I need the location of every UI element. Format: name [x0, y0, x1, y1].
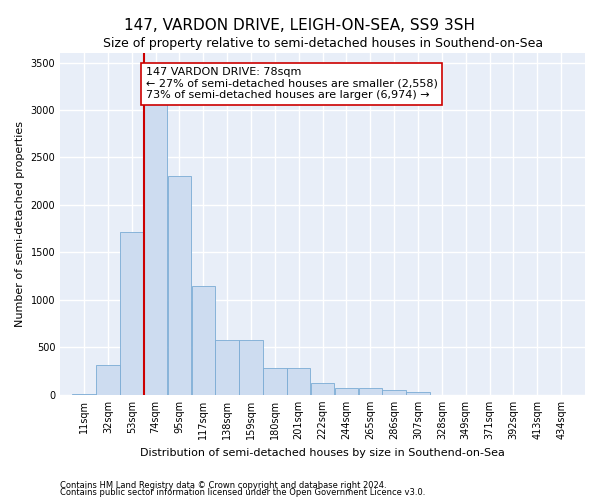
Bar: [311, 384, 334, 395]
Bar: [168, 176, 191, 395]
Text: Contains public sector information licensed under the Open Government Licence v3: Contains public sector information licen…: [60, 488, 425, 497]
Text: Contains HM Land Registry data © Crown copyright and database right 2024.: Contains HM Land Registry data © Crown c…: [60, 480, 386, 490]
Text: 147, VARDON DRIVE, LEIGH-ON-SEA, SS9 3SH: 147, VARDON DRIVE, LEIGH-ON-SEA, SS9 3SH: [125, 18, 476, 32]
Y-axis label: Number of semi-detached properties: Number of semi-detached properties: [15, 121, 25, 327]
Bar: [239, 340, 263, 395]
Bar: [406, 392, 430, 395]
Bar: [382, 390, 406, 395]
Bar: [335, 388, 358, 395]
Bar: [263, 368, 287, 395]
Bar: [120, 232, 143, 395]
Bar: [287, 368, 310, 395]
Bar: [144, 69, 167, 395]
Bar: [215, 340, 239, 395]
Bar: [191, 286, 215, 395]
X-axis label: Distribution of semi-detached houses by size in Southend-on-Sea: Distribution of semi-detached houses by …: [140, 448, 505, 458]
Bar: [359, 388, 382, 395]
Bar: [96, 366, 119, 395]
Title: Size of property relative to semi-detached houses in Southend-on-Sea: Size of property relative to semi-detach…: [103, 38, 542, 51]
Text: 147 VARDON DRIVE: 78sqm
← 27% of semi-detached houses are smaller (2,558)
73% of: 147 VARDON DRIVE: 78sqm ← 27% of semi-de…: [146, 68, 438, 100]
